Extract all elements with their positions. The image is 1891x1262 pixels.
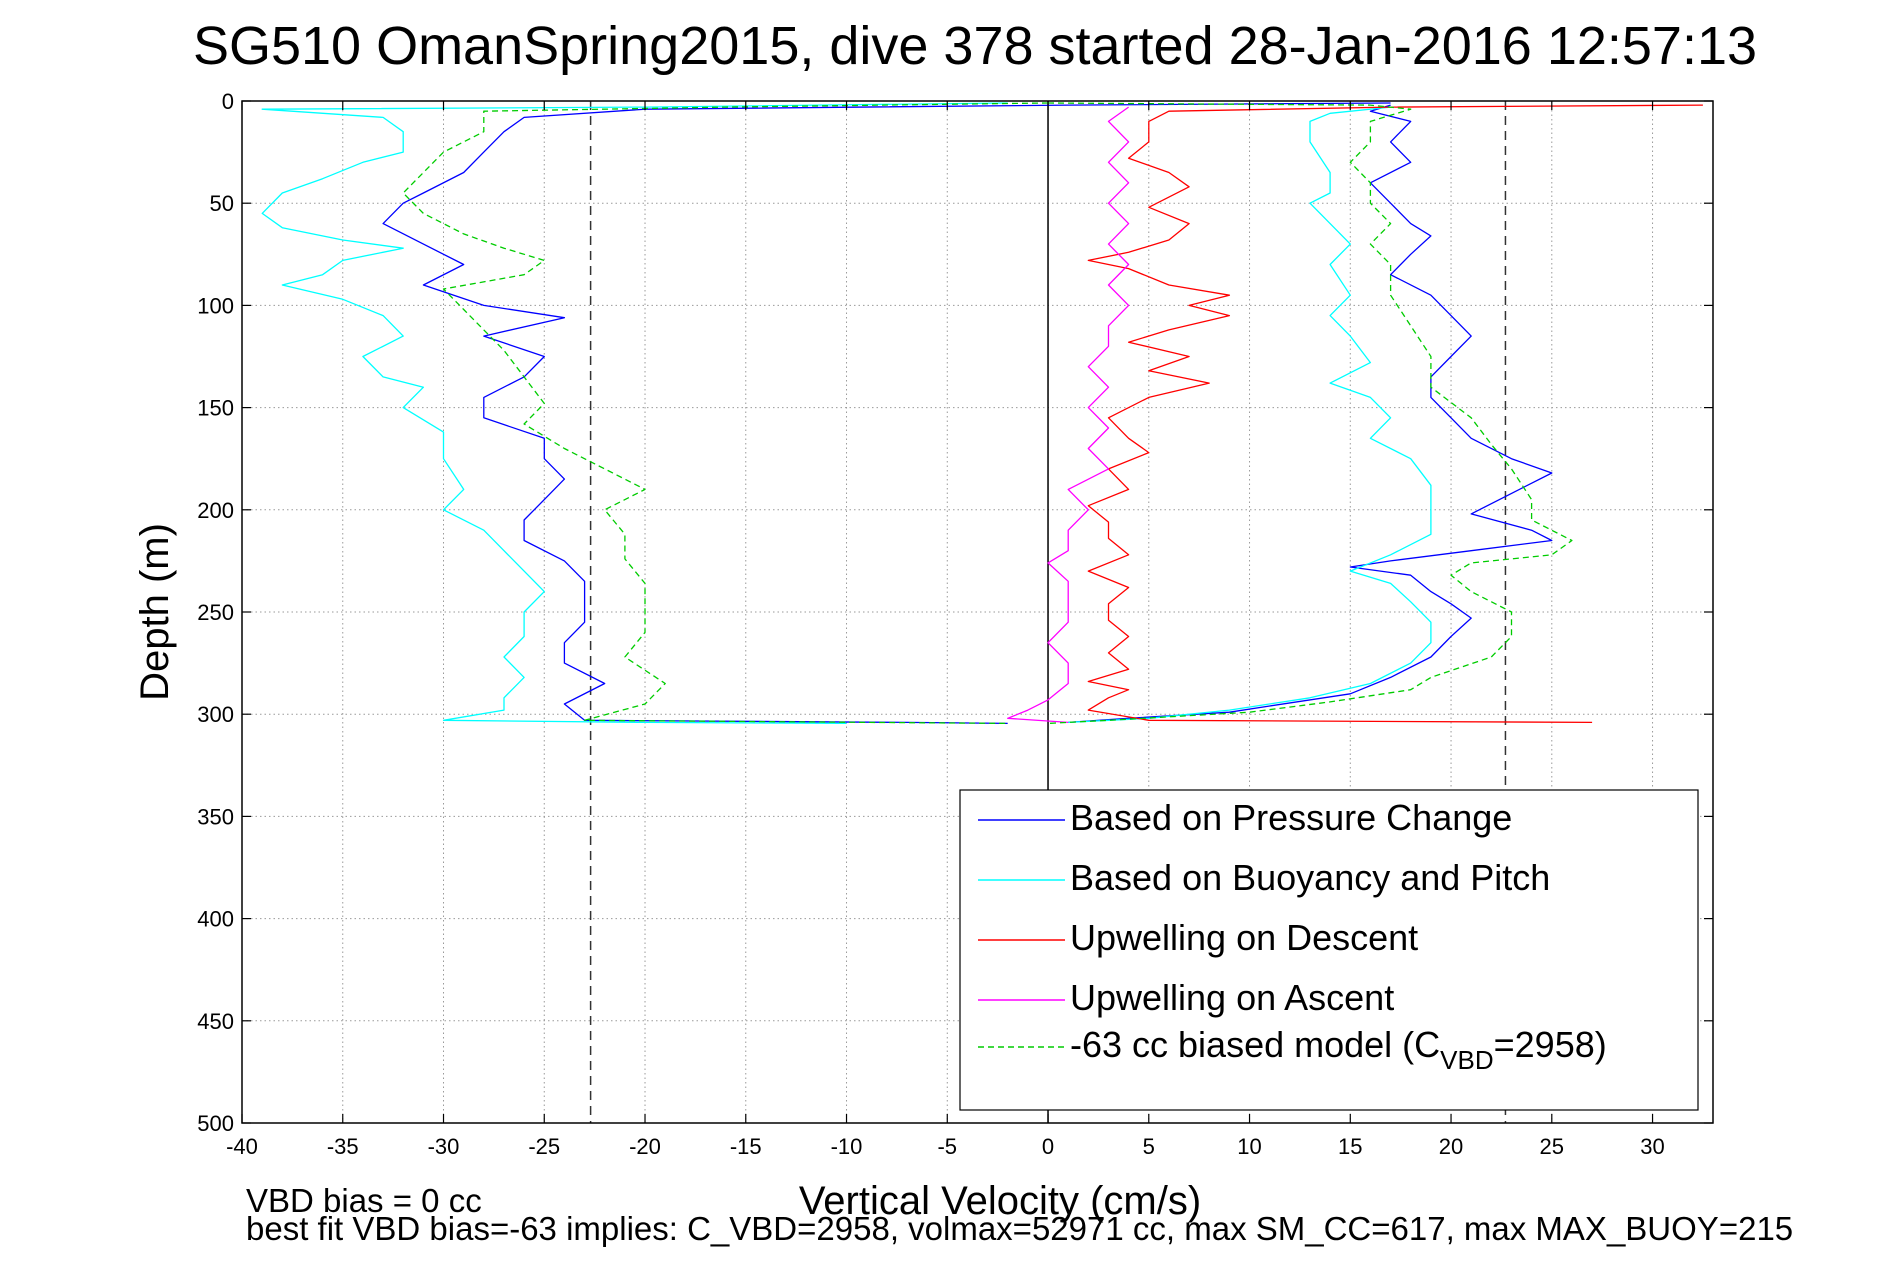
x-tick-label: 0	[1042, 1134, 1054, 1159]
x-tick-label: 25	[1540, 1134, 1564, 1159]
y-tick-label: 150	[197, 396, 234, 421]
y-axis-label: Depth (m)	[133, 523, 177, 701]
series-group	[261, 102, 1703, 725]
annotation-best-fit: best fit VBD bias=-63 implies: C_VBD=295…	[246, 1210, 1793, 1247]
y-tick-label: 450	[197, 1009, 234, 1034]
legend-label-2: Upwelling on Descent	[1070, 917, 1418, 958]
series-line-4	[402, 102, 1049, 725]
series-line-3	[1007, 106, 1130, 724]
x-tick-label: -15	[730, 1134, 762, 1159]
annotation-vbd-bias: VBD bias = 0 cc	[246, 1182, 482, 1219]
x-axis-ticks: -40 -35 -30 -25 -20 -15 -10 -5 0 5 10 15 20 25 30	[226, 101, 1665, 1159]
x-tick-label: -40	[226, 1134, 258, 1159]
series-line-4	[1047, 102, 1573, 725]
legend-label-1: Based on Buoyancy and Pitch	[1070, 857, 1550, 898]
x-tick-label: 30	[1640, 1134, 1664, 1159]
y-tick-label: 500	[197, 1111, 234, 1136]
x-tick-label: -10	[831, 1134, 863, 1159]
y-tick-label: 350	[197, 804, 234, 829]
y-tick-label: 0	[222, 89, 234, 114]
series-line-0	[1068, 104, 1553, 724]
x-axis-label: Vertical Velocity (cm/s)	[799, 1179, 1201, 1223]
x-tick-label: 10	[1237, 1134, 1261, 1159]
x-tick-label: 15	[1338, 1134, 1362, 1159]
x-tick-label: 20	[1439, 1134, 1463, 1159]
y-tick-label: 200	[197, 498, 234, 523]
x-tick-label: -25	[528, 1134, 560, 1159]
legend-box	[959, 789, 1699, 1111]
legend-label-0: Based on Pressure Change	[1070, 797, 1512, 838]
y-axis-ticks: 0 50 100 150 200 250 300 350 400 450 500	[197, 89, 1713, 1136]
y-tick-label: 400	[197, 907, 234, 932]
legend-label-3: Upwelling on Ascent	[1070, 977, 1394, 1018]
y-tick-label: 50	[210, 191, 234, 216]
y-tick-label: 250	[197, 600, 234, 625]
series-line-1	[261, 102, 1008, 725]
series-line-2	[1087, 104, 1703, 724]
x-tick-label: -35	[327, 1134, 359, 1159]
chart-title: SG510 OmanSpring2015, dive 378 started 2…	[193, 16, 1757, 76]
series-line-1	[1068, 106, 1432, 724]
x-tick-label: -5	[937, 1134, 957, 1159]
y-tick-label: 300	[197, 702, 234, 727]
legend: Based on Pressure Change Based on Buoyanc…	[959, 789, 1699, 1111]
series-line-0	[382, 102, 1391, 725]
x-tick-label: -20	[629, 1134, 661, 1159]
y-tick-label: 100	[197, 293, 234, 318]
x-tick-label: -30	[428, 1134, 460, 1159]
x-tick-label: 5	[1143, 1134, 1155, 1159]
